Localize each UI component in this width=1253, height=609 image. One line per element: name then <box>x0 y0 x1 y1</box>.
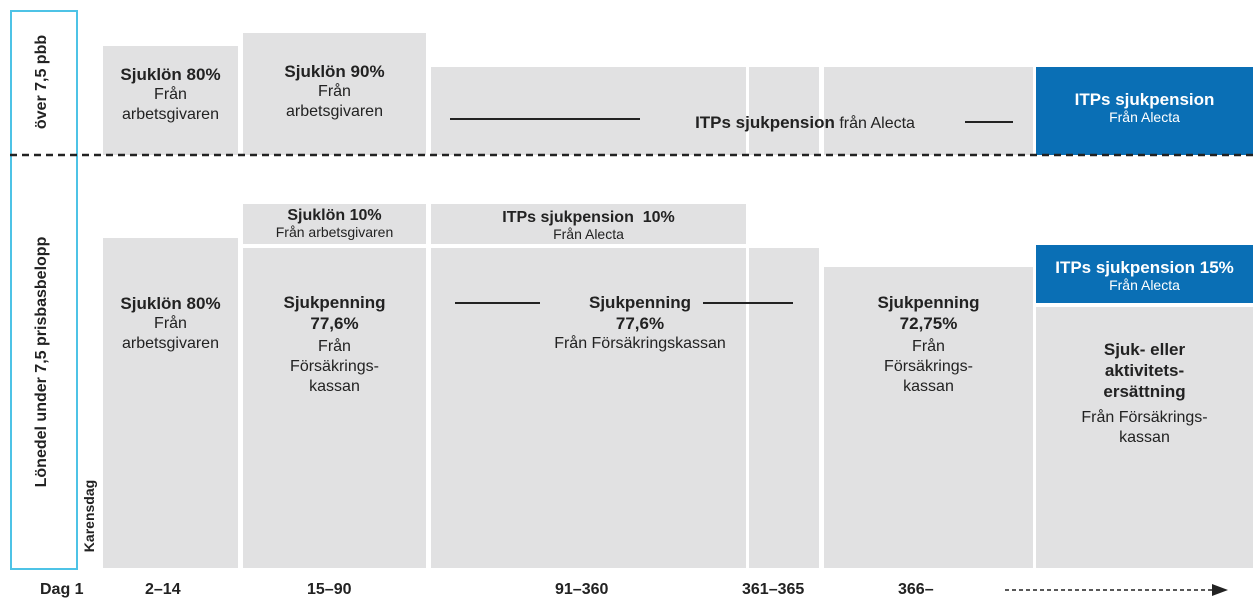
sub: Från <box>318 83 351 100</box>
sub: kassan <box>309 378 360 395</box>
sub: Från <box>154 315 187 332</box>
sub: Från <box>912 338 945 355</box>
title: ersättning <box>1103 382 1186 401</box>
sub: Från Alecta <box>1109 277 1180 293</box>
block <box>824 67 1033 155</box>
sub: Från Alecta <box>1109 109 1180 125</box>
title: Sjuklön 10% <box>287 207 382 224</box>
title: Sjuk- eller <box>1103 340 1186 359</box>
block <box>431 248 746 568</box>
line <box>455 302 540 304</box>
block: Sjuklön 90% Från arbetsgivaren <box>243 33 426 155</box>
label: ITPs sjukpension från Alecta <box>650 112 960 134</box>
label: Sjukpenning 77,6% Från Försäkringskassan <box>510 292 770 354</box>
block <box>431 67 746 155</box>
title: 77,6% <box>615 314 665 333</box>
block: ITPs sjukpension 10% Från Alecta <box>431 204 746 244</box>
block: Sjuklön 80% Från arbetsgivaren <box>103 46 238 155</box>
block: Sjukpenning 77,6% Från Försäkrings- kass… <box>243 248 426 568</box>
day-label: 2–14 <box>145 581 181 598</box>
day-label: 91–360 <box>555 581 609 598</box>
sub: Försäkrings- <box>884 358 973 375</box>
line <box>965 121 1013 123</box>
block: ITPs sjukpension Från Alecta <box>1036 67 1253 155</box>
side-box <box>10 10 78 570</box>
block: Sjuklön 80% Från arbetsgivaren <box>103 238 238 568</box>
sub: Från Alecta <box>553 226 624 242</box>
block: Sjuklön 10% Från arbetsgivaren <box>243 204 426 244</box>
sub: kassan <box>903 378 954 395</box>
title: Sjuklön 80% <box>120 294 221 313</box>
title: Sjukpenning <box>877 293 980 312</box>
title: Sjuklön 90% <box>284 62 385 81</box>
day-label: Dag 1 <box>40 581 84 598</box>
sub: kassan <box>1119 429 1170 446</box>
day-label: 15–90 <box>307 581 352 598</box>
sub: arbetsgivaren <box>286 103 383 120</box>
block <box>749 67 819 155</box>
sub: arbetsgivaren <box>122 106 219 123</box>
title: ITPs sjukpension 10% <box>502 209 675 226</box>
title: ITPs sjukpension <box>1074 90 1215 109</box>
line <box>703 302 793 304</box>
block: ITPs sjukpension 15% Från Alecta <box>1036 245 1253 303</box>
arrow-head <box>1212 584 1228 596</box>
title: 72,75% <box>899 314 958 333</box>
sub: Från <box>154 86 187 103</box>
block: Sjukpenning 72,75% Från Försäkrings- kas… <box>824 267 1033 568</box>
title: aktivitets- <box>1104 361 1185 380</box>
sub: Från Försäkringskassan <box>554 335 726 352</box>
sub: Försäkrings- <box>290 358 379 375</box>
title: Sjukpenning <box>589 293 691 312</box>
day-label: 361–365 <box>742 581 805 598</box>
title: ITPs sjukpension <box>695 113 835 132</box>
sub: Från Försäkrings- <box>1081 409 1208 426</box>
day-label: 366– <box>898 581 934 598</box>
sub: Från arbetsgivaren <box>275 224 394 240</box>
block: Sjuk- eller aktivitets- ersättning Från … <box>1036 307 1253 568</box>
title: 77,6% <box>310 314 359 333</box>
title: Sjukpenning <box>283 293 386 312</box>
sub: arbetsgivaren <box>122 335 219 352</box>
title: ITPs sjukpension 15% <box>1055 258 1234 277</box>
block <box>749 248 819 568</box>
sub: Från <box>318 338 351 355</box>
title: Sjuklön 80% <box>120 65 221 84</box>
line <box>450 118 640 120</box>
sub: från Alecta <box>839 115 915 132</box>
